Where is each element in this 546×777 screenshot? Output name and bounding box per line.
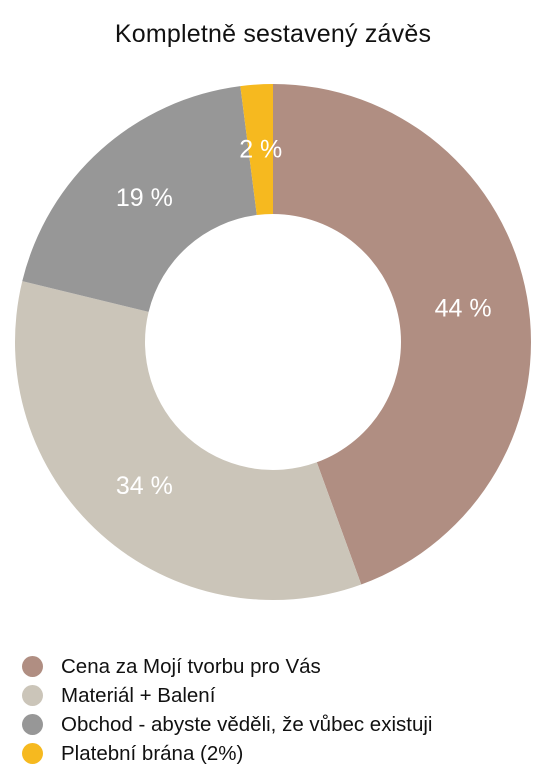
donut-slice-2 [22,86,257,312]
chart-title: Kompletně sestavený závěs [114,20,432,48]
slice-value-label-2: 19 % [116,184,173,212]
legend-swatch [22,743,43,764]
legend-label: Platební brána (2%) [61,741,244,765]
slice-value-label-1: 34 % [116,472,173,500]
legend-item: Platební brána (2%) [22,739,542,768]
legend-swatch [22,656,43,677]
slice-value-label-0: 44 % [435,294,492,322]
slice-value-label-3: 2 % [239,135,282,163]
legend-swatch [22,714,43,735]
donut-slices [14,84,531,600]
donut-slice-3 [240,84,273,216]
donut-slice-1 [14,281,362,600]
legend-item: Cena za Mojí tvorbu pro Vás [22,652,542,681]
legend-label: Cena za Mojí tvorbu pro Vás [61,654,321,678]
legend-label: Obchod - abyste věděli, že vůbec existuj… [61,712,433,736]
donut-chart: 44 % 34 % 19 % 2 % [14,84,531,600]
legend-item: Obchod - abyste věděli, že vůbec existuj… [22,710,542,739]
chart-legend: Cena za Mojí tvorbu pro Vás Materiál + Ba… [22,652,542,768]
legend-swatch [22,685,43,706]
donut-slice-labels: 44 % 34 % 19 % 2 % [116,135,492,499]
legend-item: Materiál + Balení [22,681,542,710]
legend-label: Materiál + Balení [61,683,216,707]
donut-slice-0 [273,84,531,585]
